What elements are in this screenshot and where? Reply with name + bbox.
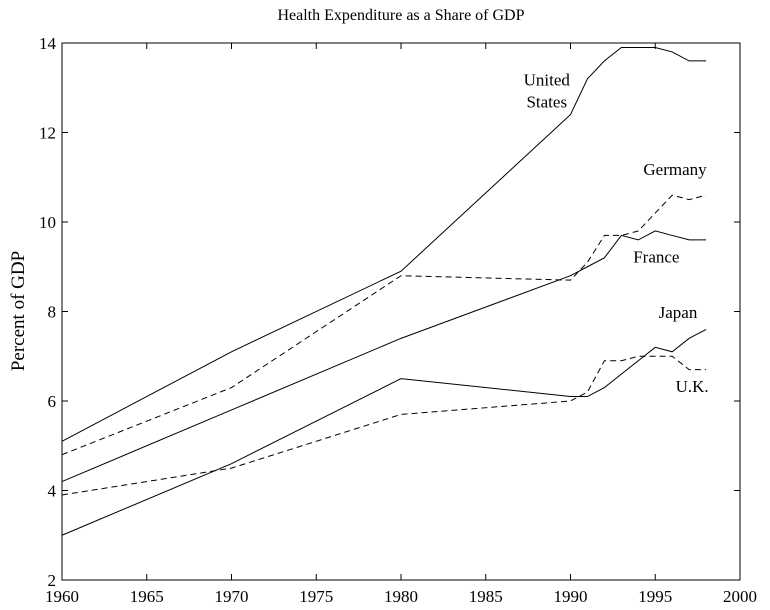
- series-label: Japan: [659, 303, 698, 322]
- y-tick-label: 10: [39, 213, 56, 232]
- x-tick-label: 1980: [384, 587, 418, 606]
- x-tick-label: 1970: [215, 587, 249, 606]
- chart-title: Health Expenditure as a Share of GDP: [277, 7, 524, 24]
- x-tick-label: 1985: [469, 587, 503, 606]
- x-tick-label: 1960: [45, 587, 79, 606]
- series-line: [61, 46, 707, 442]
- x-tick-label: 2000: [723, 587, 757, 606]
- y-tick-label: 12: [39, 124, 56, 143]
- series-label: U.K.: [676, 377, 709, 396]
- y-tick-label: 6: [48, 392, 57, 411]
- series-label: France: [633, 247, 679, 266]
- series-label: United States: [524, 71, 571, 112]
- y-tick-label: 14: [39, 34, 57, 53]
- y-tick-label: 8: [48, 303, 57, 322]
- series-label: Germany: [643, 160, 707, 179]
- y-axis-label: Percent of GDP: [8, 251, 29, 371]
- y-tick-label: 2: [48, 571, 57, 590]
- x-tick-label: 1975: [299, 587, 333, 606]
- x-tick-label: 1995: [638, 587, 672, 606]
- series-line: [61, 194, 707, 456]
- y-tick-label: 4: [48, 482, 57, 501]
- series-line: [61, 230, 707, 483]
- x-tick-label: 1965: [130, 587, 164, 606]
- x-tick-label: 1990: [554, 587, 588, 606]
- series-line: [61, 328, 707, 536]
- series-line: [61, 355, 707, 496]
